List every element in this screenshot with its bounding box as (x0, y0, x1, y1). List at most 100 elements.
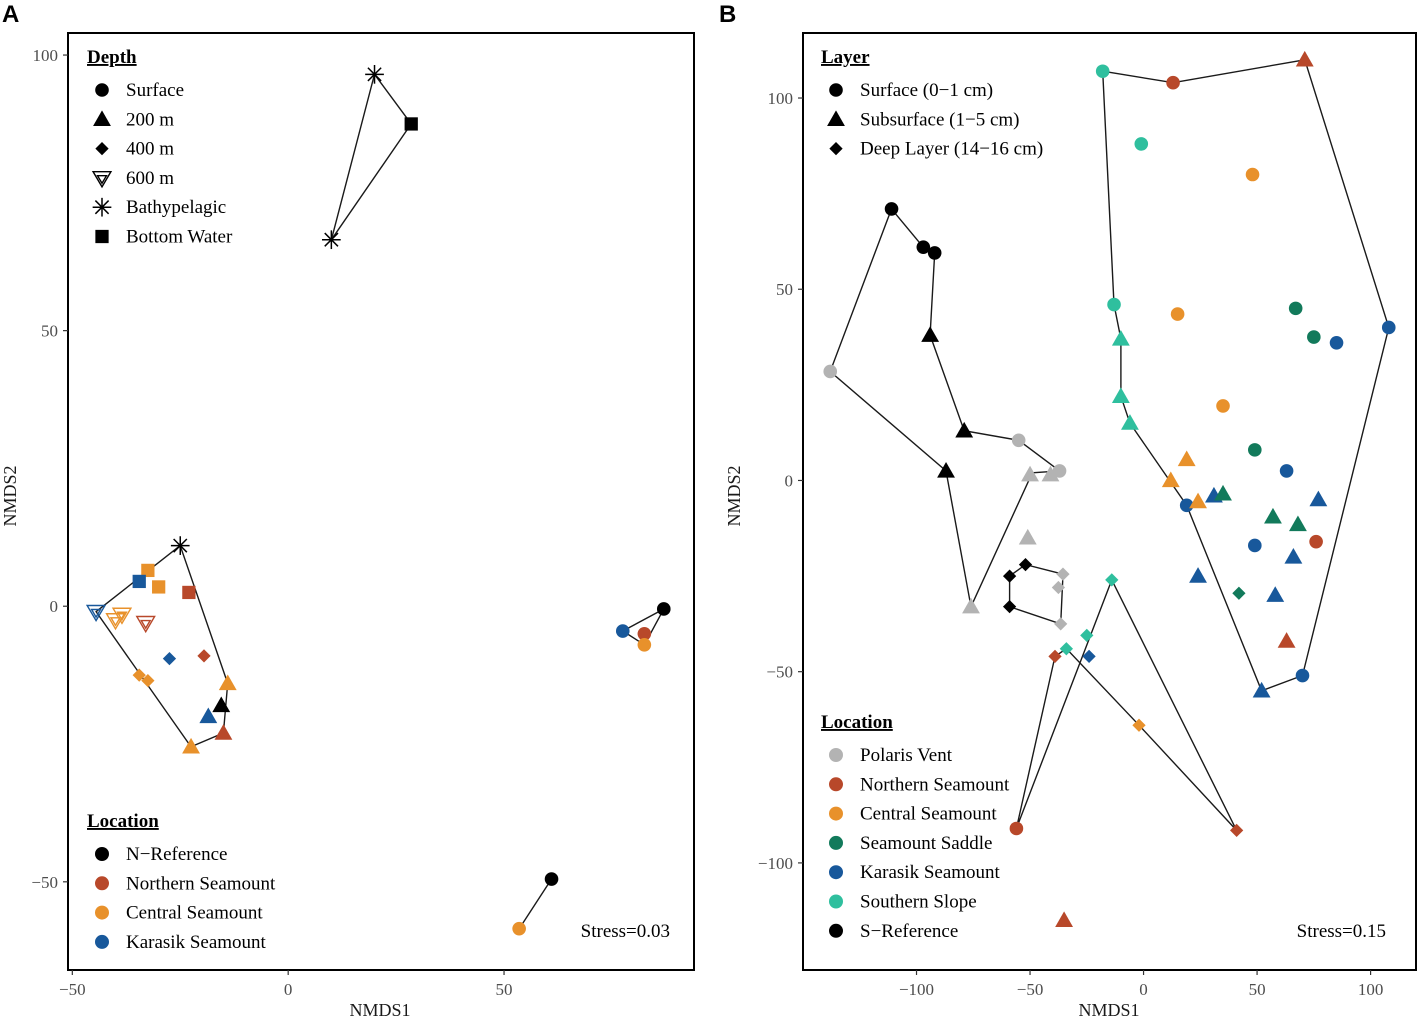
panel-b-y-tick-label: 0 (785, 471, 794, 490)
panel-b: B −100 −50 0 50 100 −100 −50 0 50 100 NMDS1 NMDS… (719, 1, 1417, 1018)
panel-b-color-legend-label: Northern Seamount (860, 774, 1010, 795)
panel-b-color-legend-label: Southern Slope (860, 892, 977, 913)
panel-b-data-point (1232, 586, 1246, 600)
panel-a-data-point (141, 674, 155, 688)
panel-a-data-point (212, 696, 231, 713)
panel-b-x-ticks: −100 −50 0 50 100 (899, 970, 1383, 999)
panel-b-x-tick-label: 0 (1139, 980, 1148, 999)
panel-a-shape-legend-key (95, 229, 109, 244)
panel-b-y-ticks: −100 −50 0 50 100 (758, 89, 803, 873)
panel-a-color-legend-label: Central Seamount (126, 903, 263, 924)
panel-b-data-point (1002, 600, 1017, 614)
panel-a-shape-legend-label: Bathypelagic (126, 197, 226, 218)
panel-a-stress-label: Stress=0.03 (581, 921, 670, 942)
panel-b-color-legend-swatch (829, 777, 843, 792)
panel-a-shape-legend-label: Surface (126, 80, 184, 101)
panel-b-data-point (1048, 649, 1062, 664)
panel-a: A −50 0 50 −50 0 50 100 NMDS1 NMDS2 Stress=0.… (0, 1, 695, 1018)
panel-b-data-point (1248, 443, 1262, 457)
panel-b-y-tick-label: 100 (768, 89, 794, 108)
panel-a-data-point (218, 674, 237, 691)
panel-b-shape-legend-key (827, 110, 845, 126)
panel-b-data-point (1288, 301, 1303, 316)
panel-a-data-point (85, 604, 107, 623)
panel-a-x-tick-label: 50 (496, 980, 513, 999)
panel-a-data-point (199, 707, 218, 724)
panel-b-y-tick-label: 50 (776, 280, 793, 299)
panel-a-shape-legend-label: 600 m (126, 168, 174, 189)
panel-b-color-legend-swatch (829, 835, 843, 850)
panel-b-data-point (1161, 471, 1180, 488)
panel-a-data-point (512, 921, 526, 936)
panel-a-color-legend-label: N−Reference (126, 844, 227, 865)
panel-a-y-tick-label: 100 (33, 46, 59, 65)
panel-a-shape-legend-label: 200 m (126, 109, 174, 130)
panel-a-hull-1 (330, 72, 413, 241)
panel-a-x-ticks: −50 0 50 (59, 970, 513, 999)
panel-a-location-legend: Location N−Reference Northern Seamount Cen… (87, 811, 276, 953)
panel-b-data-point (1082, 649, 1096, 664)
panel-b-data-point (1111, 330, 1130, 346)
panel-b-layer-legend-title: Layer (821, 47, 870, 68)
panel-b-data-point (1216, 399, 1230, 413)
panel-b-data-point (1230, 823, 1244, 838)
panel-b-data-point (921, 326, 940, 342)
panel-b-data-point (1134, 137, 1149, 151)
panel-b-data-point (1041, 465, 1060, 482)
panel-a-x-axis-title: NMDS1 (349, 1000, 410, 1018)
panel-a-data-point (162, 651, 177, 666)
panel-b-color-legend-label: Karasik Seamount (860, 862, 1001, 883)
panel-a-y-tick-label: −50 (31, 873, 58, 892)
panel-a-color-legend-label: Northern Seamount (126, 873, 276, 894)
panel-a-data-point (105, 613, 126, 631)
panel-b-color-legend-label: Central Seamount (860, 804, 997, 825)
panel-b-data-point (1177, 450, 1196, 467)
panel-a-hull-3 (621, 607, 666, 646)
panel-b-data-point (955, 421, 974, 438)
panel-b-location-legend: Location Polaris Vent Northern Seamount Ce… (821, 712, 1010, 942)
panel-a-y-ticks: −50 0 50 100 (31, 46, 68, 892)
panel-b-data-point (1052, 464, 1067, 478)
panel-b-y-axis-title: NMDS2 (724, 465, 744, 526)
panel-b-data-point (1309, 490, 1328, 507)
panel-b-shape-legend-label: Subsurface (1−5 cm) (860, 109, 1020, 130)
panel-b-label: B (719, 1, 736, 28)
panel-b-data-point (1245, 167, 1260, 182)
panel-a-shape-legend-key (93, 110, 111, 126)
panel-a-data-point (637, 626, 652, 641)
panel-b-data-point (1051, 580, 1066, 595)
panel-b-layer-legend: Layer Surface (0−1 cm) Subsurface (1−5 cm… (821, 47, 1043, 160)
panel-a-data-point (404, 117, 418, 131)
panel-b-data-point (1021, 465, 1039, 482)
panel-b-data-point (1214, 484, 1232, 501)
panel-b-y-tick-label: −50 (766, 663, 793, 682)
panel-b-color-legend-swatch (829, 748, 843, 762)
panel-b-data-point (1295, 50, 1314, 67)
panel-a-data-point (152, 580, 166, 594)
panel-b-color-legend-label: Seamount Saddle (860, 833, 992, 854)
panel-b-color-legend-label: S−Reference (860, 921, 958, 942)
panel-b-data-point (1107, 297, 1121, 312)
panel-b-data-point (1018, 557, 1033, 572)
panel-b-data-point (1266, 586, 1285, 602)
panel-b-data-point (1111, 387, 1130, 404)
panel-a-color-legend-label: Karasik Seamount (126, 932, 267, 953)
panel-a-depth-legend-title: Depth (87, 47, 137, 68)
panel-b-color-legend-swatch (829, 894, 843, 909)
panel-a-data-point (132, 574, 146, 589)
panel-b-x-tick-label: 100 (1358, 980, 1384, 999)
panel-b-data-point (1329, 335, 1344, 350)
panel-b-stress-label: Stress=0.15 (1297, 921, 1386, 942)
panel-b-y-tick-label: −100 (758, 854, 793, 873)
panel-b-data-point (1121, 414, 1139, 430)
panel-b-data-point (884, 202, 899, 216)
panel-a-shape-legend-label: Bottom Water (126, 227, 233, 248)
panel-a-data-point (182, 585, 196, 600)
panel-a-data-point (170, 536, 190, 555)
panel-a-location-legend-title: Location (87, 811, 159, 832)
panel-b-data-point (1279, 464, 1294, 478)
panel-a-data-point (141, 563, 155, 578)
panel-b-data-point (1309, 534, 1323, 549)
panel-b-data-point (1095, 64, 1110, 79)
